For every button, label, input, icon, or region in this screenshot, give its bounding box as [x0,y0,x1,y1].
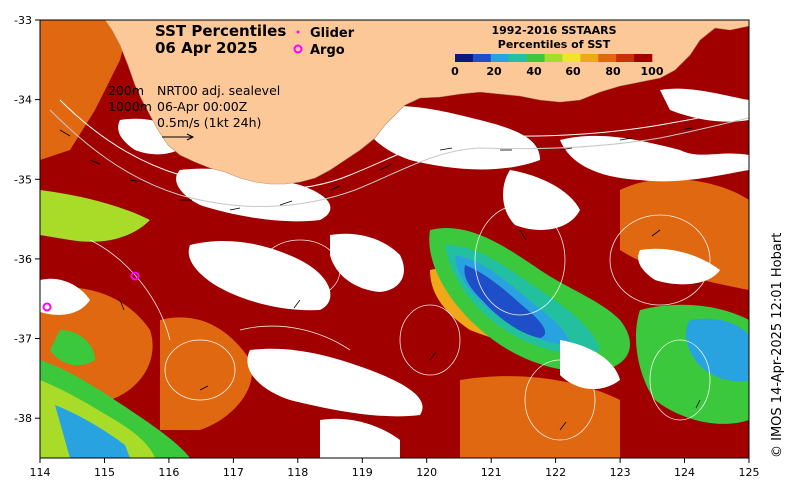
cloud-patch [188,240,331,311]
x-tick-label: 119 [352,466,373,479]
glider-legend-label: Glider [310,26,355,41]
orange-zone [460,376,620,458]
imos-credit: © IMOS 14-Apr-2025 12:01 Hobart [770,233,785,458]
y-tick-label: -33 [14,14,32,27]
x-tick-label: 117 [223,466,244,479]
map-title: SST Percentiles [155,22,286,40]
colorbar-swatch [580,54,599,62]
colorbar-swatch [544,54,563,62]
vector-scale-arrow [162,133,195,141]
colorbar-swatch [526,54,545,62]
colorbar-swatch [472,54,492,62]
cool-region [464,265,546,338]
cloud-patch [40,278,90,315]
orange-zone [40,20,130,160]
x-tick-label: 123 [610,466,631,479]
cool-region [50,330,95,366]
isobath-1000m-label: 1000m [108,99,152,114]
argo-legend-label: Argo [310,43,345,58]
x-tick-label: 125 [739,466,760,479]
cloud-patch [330,233,404,292]
sealevel-contours [89,204,711,441]
cool-region [685,318,749,382]
colorbar-swatch [634,54,653,62]
cloud-patch [660,88,749,122]
colorbar-labels: 0 20 40 60 80 100 [451,65,664,78]
isobath-200m [59,99,749,190]
current-source-label: NRT00 adj. sealevel [157,83,280,98]
cool-region [55,405,130,458]
orange-zone [160,317,252,430]
cloud-patch [503,170,580,230]
current-time-label: 06-Apr 00:00Z [157,99,247,114]
y-tick-label: -37 [14,333,32,346]
isobath-200m-label: 200m [108,83,144,98]
colorbar-swatch [598,54,617,62]
colorbar-swatch [455,54,474,62]
colorbar-label: 20 [486,65,502,78]
cloud-patch [176,168,331,222]
current-vectors [59,127,701,431]
x-tick-label: 120 [416,466,437,479]
colorbar-swatch [508,54,527,62]
colorbar [455,54,653,62]
cool-region [40,190,150,242]
y-axis [35,19,40,419]
colorbar-subtitle: Percentiles of SST [498,38,611,51]
x-axis [39,458,750,463]
x-tick-label: 114 [30,466,51,479]
cloud-patch [638,248,720,285]
colorbar-label: 80 [605,65,621,78]
x-axis-labels: 114 115 116 117 118 119 120 121 122 123 … [30,466,760,479]
argo-float-marker [130,271,140,281]
colorbar-label: 60 [565,65,581,78]
cloud-patch [247,348,423,417]
colorbar-label: 0 [451,65,459,78]
isobath-1000m [49,109,749,207]
cloud-patch [560,135,749,182]
y-tick-label: -34 [14,94,32,107]
cloud-patch [320,418,400,458]
x-tick-label: 121 [481,466,502,479]
colorbar-swatch [616,54,635,62]
glider-legend-dot [296,30,300,34]
y-tick-label: -38 [14,412,32,425]
map-date: 06 Apr 2025 [155,39,258,57]
map-frame [39,19,750,459]
x-tick-label: 118 [287,466,308,479]
vector-scale-label: 0.5m/s (1kt 24h) [157,115,261,130]
orange-zone [40,287,153,400]
colorbar-swatch [490,54,510,62]
cloud-patch [560,340,620,390]
x-tick-label: 115 [94,466,115,479]
x-tick-label: 124 [674,466,695,479]
colorbar-label: 100 [641,65,664,78]
argo-float-marker [42,302,52,312]
colorbar-title: 1992-2016 SSTAARS [491,24,616,37]
x-tick-label: 122 [545,466,566,479]
y-tick-label: -36 [14,253,32,266]
colorbar-label: 40 [526,65,542,78]
y-axis-labels: -33 -34 -35 -36 -37 -38 [14,14,32,425]
y-tick-label: -35 [14,173,32,186]
x-tick-label: 116 [158,466,179,479]
map-plot-area [40,20,749,458]
colorbar-swatch [562,54,581,62]
argo-legend-icon [293,44,303,54]
